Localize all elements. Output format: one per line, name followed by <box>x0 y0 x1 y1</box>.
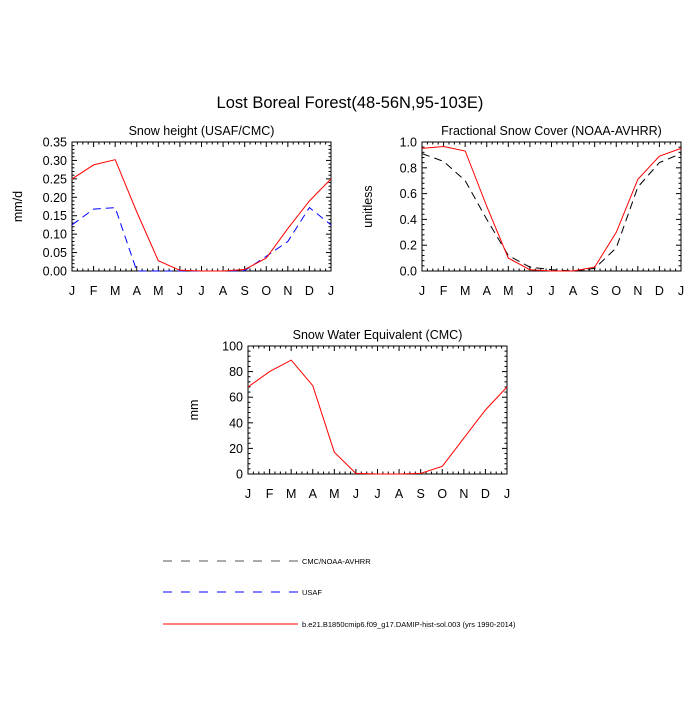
legend-label: USAF <box>302 588 322 597</box>
x-tick-label: A <box>395 487 404 501</box>
y-tick-label: 0.2 <box>400 239 417 253</box>
chart-panel-1: Snow height (USAF/CMC) mm/d 0.00 0.05 0.10 0.… <box>11 124 334 298</box>
x-tick-label: J <box>374 487 380 501</box>
y-tick-label: 0.05 <box>43 246 67 260</box>
plot-frame <box>247 345 508 475</box>
y-tick-label: 80 <box>229 365 243 379</box>
x-tick-label: J <box>245 487 251 501</box>
y-tick-label: 0 <box>236 468 243 482</box>
x-tick-label: A <box>483 284 492 298</box>
chart-panel-2: Fractional Snow Cover (NOAA-AVHRR) unitle… <box>361 124 684 298</box>
x-tick-label: D <box>481 487 490 501</box>
legend-label: b.e21.B1850cmip6.f09_g17.DAMIP-hist-sol.… <box>302 620 516 629</box>
x-tick-label: M <box>110 284 120 298</box>
y-tick-label: 0.15 <box>43 209 67 223</box>
x-tick-label: J <box>69 284 75 298</box>
x-tick-label: M <box>329 487 339 501</box>
y-tick-label: 0.20 <box>43 191 67 205</box>
x-tick-label: O <box>437 487 447 501</box>
x-tick-label: A <box>309 487 318 501</box>
x-tick-label: J <box>328 284 334 298</box>
x-tick-label: N <box>283 284 292 298</box>
y-tick-label: 40 <box>229 416 243 430</box>
y-tick-label: 60 <box>229 391 243 405</box>
chart-title: Snow height (USAF/CMC) <box>129 124 275 138</box>
x-tick-label: S <box>240 284 248 298</box>
x-tick-label: M <box>286 487 296 501</box>
series-line <box>421 153 682 272</box>
legend-label: CMC/NOAA-AVHRR <box>302 557 371 566</box>
chart-panel-3: Snow Water Equivalent (CMC) mm 0 20 40 60 80 10… <box>187 328 510 501</box>
x-tick-label: S <box>416 487 424 501</box>
chart-title: Fractional Snow Cover (NOAA-AVHRR) <box>441 124 662 138</box>
x-tick-label: J <box>419 284 425 298</box>
x-tick-label: J <box>198 284 204 298</box>
y-axis-label: mm/d <box>11 191 25 222</box>
legend: CMC/NOAA-AVHRR USAF b.e21.B1850cmip6.f09_g… <box>163 557 516 629</box>
y-axis-label: mm <box>187 400 201 421</box>
series-line <box>71 206 332 272</box>
x-tick-label: S <box>590 284 598 298</box>
x-tick-label: F <box>440 284 448 298</box>
y-tick-label: 0.25 <box>43 172 67 186</box>
x-tick-label: J <box>678 284 684 298</box>
x-tick-label: A <box>219 284 228 298</box>
x-tick-label: J <box>548 284 554 298</box>
y-tick-label: 20 <box>229 442 243 456</box>
y-tick-label: 0.10 <box>43 228 67 242</box>
x-tick-label: F <box>266 487 274 501</box>
x-tick-label: D <box>305 284 314 298</box>
x-tick-label: J <box>527 284 533 298</box>
y-tick-label: 0.0 <box>400 265 417 279</box>
chart-title: Snow Water Equivalent (CMC) <box>293 328 463 342</box>
x-tick-label: A <box>569 284 578 298</box>
x-tick-label: N <box>633 284 642 298</box>
y-tick-label: 0.8 <box>400 161 417 175</box>
x-tick-label: M <box>153 284 163 298</box>
x-tick-label: M <box>503 284 513 298</box>
x-tick-label: J <box>353 487 359 501</box>
series-line <box>71 159 332 272</box>
x-tick-label: O <box>261 284 271 298</box>
y-tick-label: 0.00 <box>43 265 67 279</box>
y-tick-label: 1.0 <box>400 136 417 150</box>
series-line <box>247 359 508 475</box>
y-tick-label: 0.4 <box>400 213 417 227</box>
series-line <box>421 145 682 272</box>
panels: Snow height (USAF/CMC)mm/d0.000.050.100.… <box>11 124 684 501</box>
x-tick-label: M <box>460 284 470 298</box>
x-tick-label: J <box>504 487 510 501</box>
figure-title: Lost Boreal Forest(48-56N,95-103E) <box>217 94 484 112</box>
x-tick-label: O <box>611 284 621 298</box>
x-tick-label: A <box>133 284 142 298</box>
y-axis-label: unitless <box>361 185 375 227</box>
y-tick-label: 100 <box>222 340 243 354</box>
y-tick-label: 0.35 <box>43 136 67 150</box>
y-tick-label: 0.6 <box>400 187 417 201</box>
x-tick-label: J <box>177 284 183 298</box>
x-tick-label: D <box>655 284 664 298</box>
x-tick-label: F <box>90 284 98 298</box>
x-tick-label: N <box>459 487 468 501</box>
plot-frame <box>71 141 332 272</box>
plot-frame <box>421 141 682 272</box>
y-tick-label: 0.30 <box>43 154 67 168</box>
